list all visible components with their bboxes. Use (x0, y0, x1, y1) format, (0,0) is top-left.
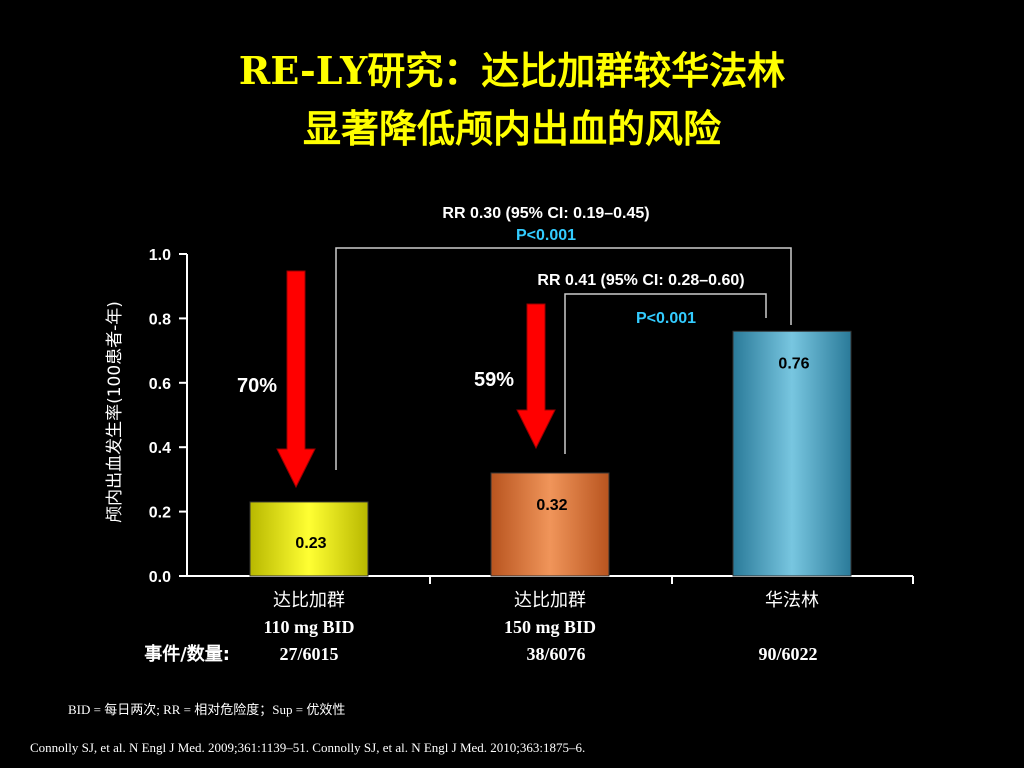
y-axis-label: 颅内出血发生率(100患者-年) (105, 301, 125, 523)
slide-title-line1: RE-LY研究：达比加群较华法林 (238, 48, 786, 93)
abbreviation-footnote: BID = 每日两次; RR = 相对危险度；Sup = 优效性 (68, 702, 346, 717)
events-value: 27/6015 (279, 644, 338, 664)
comparison-brackets (335, 247, 792, 470)
slide-title-line2: 显著降低颅内出血的风险 (302, 106, 721, 151)
category-name: 华法林 (765, 590, 819, 611)
rr-label-2: RR 0.41 (95% CI: 0.28–0.60) (537, 272, 744, 289)
bar-value-label: 0.23 (295, 535, 326, 552)
bar-value-label: 0.76 (778, 355, 809, 372)
y-tick-label: 0.0 (149, 569, 171, 586)
events-row-label: 事件/数量: (144, 643, 230, 665)
reduction-arrows (276, 270, 556, 489)
bar-3 (732, 330, 852, 577)
category-dose: 150 mg BID (504, 617, 596, 637)
comparison-bracket-2 (564, 293, 767, 454)
comparison-bracket-1 (335, 247, 792, 470)
category-name: 达比加群 (273, 590, 345, 611)
chart-bars: 0.23 0.32 0.76 (249, 330, 852, 577)
events-value: 38/6076 (526, 644, 585, 664)
reduction-arrow-1 (276, 270, 316, 489)
y-tick-label: 0.2 (149, 505, 171, 522)
p-value-label-1: P<0.001 (516, 227, 576, 244)
y-tick-label: 0.4 (149, 440, 171, 457)
y-tick-label: 0.6 (149, 376, 171, 393)
bar-1 (249, 501, 369, 577)
category-dose: 110 mg BID (263, 617, 354, 637)
rr-label-1: RR 0.30 (95% CI: 0.19–0.45) (442, 205, 649, 222)
reduction-label-1: 70% (237, 375, 277, 397)
category-name: 达比加群 (514, 590, 586, 611)
bar-value-label: 0.32 (536, 497, 567, 514)
reduction-label-2: 59% (474, 369, 514, 391)
chart-axes: 0.0 0.2 0.4 0.6 0.8 1.0 颅内出血发生率(100患者-年) (105, 247, 914, 586)
events-value: 90/6022 (758, 644, 817, 664)
citation-footnote: Connolly SJ, et al. N Engl J Med. 2009;3… (30, 740, 586, 755)
reduction-arrow-2 (516, 303, 556, 450)
p-value-label-2: P<0.001 (636, 310, 696, 327)
y-tick-label: 1.0 (149, 247, 171, 264)
bar-2 (490, 472, 610, 577)
y-tick-label: 0.8 (149, 311, 171, 328)
